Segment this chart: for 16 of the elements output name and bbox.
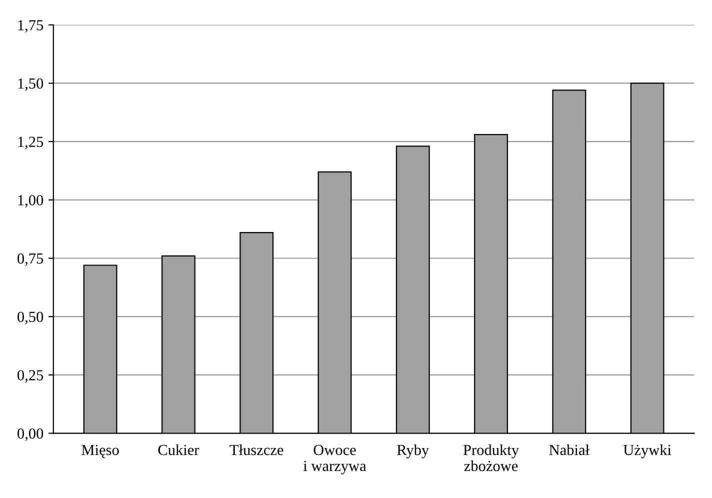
y-tick-label: 1,25 xyxy=(18,136,44,150)
x-tick-label: Używki xyxy=(623,444,672,458)
x-tick-label: Cukier xyxy=(158,444,200,456)
x-tick-label: Mięso xyxy=(82,444,119,458)
y-tick-label: 0,25 xyxy=(18,370,44,383)
y-tick-label: 1,75 xyxy=(18,20,44,33)
y-tick-label: 1,50 xyxy=(18,78,44,91)
x-tick-label: Produkty zbożowe xyxy=(463,444,519,472)
x-tick-label: Owoce i warzywa xyxy=(303,444,366,474)
y-tick-label: 0,50 xyxy=(18,312,44,324)
x-tick-label: Nabiał xyxy=(549,444,590,456)
y-tick-label: 0,00 xyxy=(18,428,44,441)
x-tick-label: Ryby xyxy=(397,444,430,458)
y-tick-label: 1,00 xyxy=(18,195,44,208)
y-tick-label: 0,75 xyxy=(18,253,44,266)
x-tick-label: Tłuszcze xyxy=(230,444,284,456)
